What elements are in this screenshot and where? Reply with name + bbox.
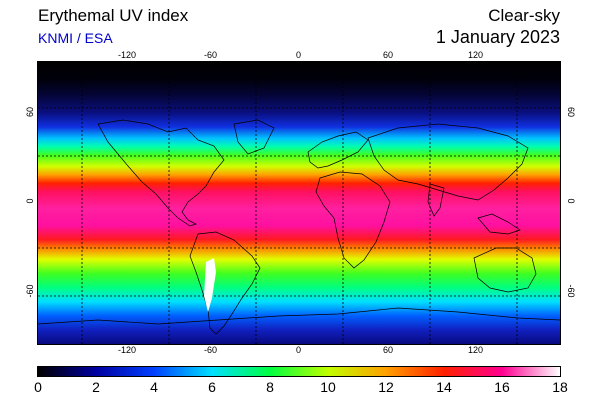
colorbar-label: 12 <box>378 379 394 395</box>
coastline-overlay <box>38 62 560 344</box>
map-date: 1 January 2023 <box>435 27 560 47</box>
lon-tick-bottom-minus120: -120 <box>118 345 137 355</box>
colorbar-label: 8 <box>266 379 274 395</box>
colorbar-label: 16 <box>494 379 510 395</box>
colorbar-label: 4 <box>150 379 158 395</box>
lon-tick-top-minus60: -60 <box>204 50 218 60</box>
graticule <box>38 62 560 344</box>
lon-tick-bottom-120: 120 <box>468 345 484 355</box>
sky-mode-label: Clear-sky <box>488 6 560 25</box>
lat-tick-right-0: 0 <box>566 198 576 204</box>
lat-tick-left-0: 0 <box>25 198 35 204</box>
colorbar-label: 10 <box>320 379 336 395</box>
lat-tick-right-minus60: -60 <box>566 284 576 298</box>
map-credit: KNMI / ESA <box>38 30 113 46</box>
colorbar-label: 0 <box>34 379 42 395</box>
colorbar <box>37 366 561 377</box>
lat-tick-left-60: 60 <box>25 107 35 118</box>
lon-tick-bottom-minus60: -60 <box>204 345 218 355</box>
colorbar-label: 18 <box>552 379 568 395</box>
colorbar-label: 2 <box>92 379 100 395</box>
map-title: Erythemal UV index <box>38 6 189 25</box>
uv-index-map <box>37 61 561 345</box>
colorbar-label: 6 <box>208 379 216 395</box>
lat-tick-left-minus60: -60 <box>25 284 35 298</box>
lon-tick-top-120: 120 <box>468 50 484 60</box>
lon-tick-top-minus120: -120 <box>118 50 137 60</box>
lat-tick-right-60: 60 <box>566 106 576 117</box>
lon-tick-bottom-60: 60 <box>383 345 394 355</box>
continent-outlines <box>38 119 560 335</box>
colorbar-label: 14 <box>436 379 452 395</box>
lon-tick-top-60: 60 <box>383 50 394 60</box>
lon-tick-top-0: 0 <box>296 50 302 60</box>
lon-tick-bottom-0: 0 <box>296 345 302 355</box>
